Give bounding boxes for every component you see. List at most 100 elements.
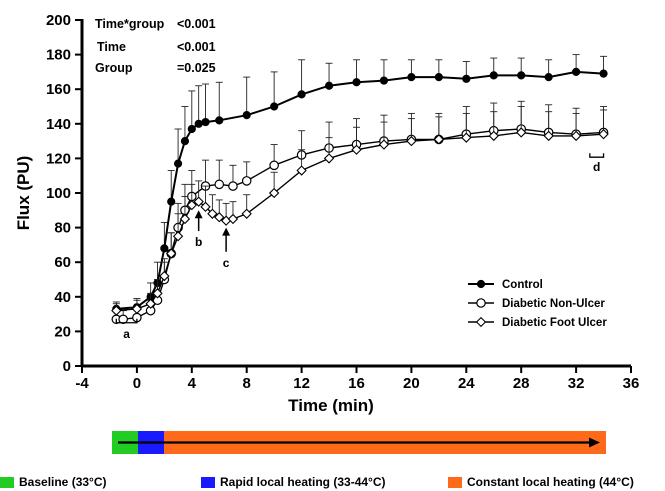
annotation-c-label: c <box>223 256 230 270</box>
protocol-arrow-head <box>589 437 600 448</box>
diabetic-foot-ulcer-point <box>516 127 527 138</box>
series-diabetic-foot-ulcer <box>111 106 609 316</box>
diabetic-foot-ulcer-point <box>111 305 122 316</box>
y-tick-label: 120 <box>46 150 71 167</box>
bracket-d <box>589 153 605 158</box>
x-tick-label: 32 <box>568 375 585 392</box>
control-point <box>215 116 224 125</box>
control-point <box>297 90 306 99</box>
x-ticks: -4 0 4 8 12 16 20 24 28 32 36 <box>75 366 639 392</box>
y-axis-title: Flux (PU) <box>14 156 33 231</box>
legend-marker-diabetic-non-ulcer <box>476 298 486 308</box>
phase-legend-constant: Constant local heating (44°C) <box>448 475 634 489</box>
diabetic-foot-ulcer-point <box>488 130 499 142</box>
diabetic-non-ulcer-point <box>269 160 279 171</box>
diabetic-foot-ulcer-point <box>166 248 177 259</box>
diabetic-foot-ulcer-point <box>152 288 163 299</box>
y-tick-label: 80 <box>54 220 71 237</box>
diabetic-foot-ulcer-point <box>543 130 554 142</box>
y-tick-label: 100 <box>46 185 71 202</box>
legend: Control Diabetic Non-Ulcer Diabetic Foot U… <box>468 279 607 329</box>
control-point <box>173 159 183 168</box>
y-tick-label: 160 <box>46 81 71 98</box>
x-tick-label: 0 <box>133 375 141 392</box>
diabetic-foot-ulcer-point <box>193 196 204 207</box>
control-point <box>462 74 471 83</box>
control-point <box>489 71 498 80</box>
control-line <box>116 70 604 310</box>
constant-heating-label: Constant local heating (44°C) <box>467 475 634 489</box>
y-tick-label: 20 <box>54 323 71 340</box>
control-point <box>194 119 203 128</box>
y-tick-label: 60 <box>54 254 71 271</box>
annotation-a-label: a <box>123 327 130 341</box>
diabetic-foot-ulcer-point <box>172 231 184 242</box>
diabetic-foot-ulcer-point <box>268 187 280 199</box>
arrow-c-head <box>222 227 231 236</box>
diabetic-foot-ulcer-point <box>570 130 582 142</box>
control-point <box>160 244 169 253</box>
control-point <box>324 81 334 90</box>
control-point <box>407 72 416 82</box>
legend-label-diabetic-non-ulcer: Diabetic Non-Ulcer <box>502 298 605 310</box>
diabetic-foot-ulcer-point <box>598 129 609 140</box>
x-axis-title: Time (min) <box>288 396 374 415</box>
stat-value-group: =0.025 <box>177 61 216 75</box>
baseline-swatch <box>0 476 14 488</box>
bracket-a <box>115 318 138 324</box>
diabetic-foot-ulcer-point <box>131 303 143 315</box>
x-tick-label: 36 <box>623 375 640 392</box>
diabetic-foot-ulcer-point <box>378 139 390 150</box>
diabetic-foot-ulcer-point <box>351 144 362 155</box>
x-tick-label: 24 <box>458 375 475 392</box>
diabetic-foot-ulcer-point <box>433 134 445 145</box>
stat-label-time: Time <box>97 40 126 54</box>
stat-label-interaction: Time*group <box>95 17 165 31</box>
x-tick-label: 12 <box>293 375 310 392</box>
stat-value-time: <0.001 <box>177 40 216 54</box>
series-control <box>112 54 608 314</box>
diabetic-foot-ulcer-point <box>296 165 307 176</box>
diabetic-foot-ulcer-point <box>461 132 472 143</box>
annotations: a b c d <box>115 153 605 341</box>
rapid-heating-label: Rapid local heating (33-44°C) <box>220 475 386 489</box>
diabetic-foot-ulcer-point <box>186 199 197 211</box>
diabetic-foot-ulcer-point <box>214 212 225 223</box>
x-tick-label: 28 <box>513 375 530 392</box>
control-point <box>187 124 196 134</box>
legend-marker-control <box>476 279 486 289</box>
control-point <box>434 72 443 82</box>
control-point <box>379 76 389 85</box>
x-tick-label: 4 <box>188 375 197 392</box>
y-tick-label: 40 <box>54 289 71 306</box>
diabetic-foot-ulcer-point <box>207 208 218 219</box>
control-point <box>167 197 176 206</box>
diabetic-foot-ulcer-point <box>145 298 156 309</box>
diabetic-foot-ulcer-point <box>200 201 211 213</box>
y-tick-label: 200 <box>46 12 71 29</box>
diabetic-foot-ulcer-point <box>179 213 191 225</box>
diabetic-non-ulcer-point <box>214 179 225 190</box>
control-point <box>599 69 608 78</box>
x-tick-label: 20 <box>403 375 420 392</box>
x-tick-label: -4 <box>75 375 89 392</box>
statistics-box: Time*group <0.001 Time <0.001 Group =0.0… <box>95 17 216 75</box>
diabetic-non-ulcer-point <box>228 181 238 191</box>
diabetic-non-ulcer-point <box>118 314 128 325</box>
baseline-label: Baseline (33°C) <box>19 475 107 489</box>
phase-legend-rapid: Rapid local heating (33-44°C) <box>201 475 386 489</box>
control-point <box>572 67 581 77</box>
arrow-b-head <box>194 210 203 219</box>
diabetic-foot-ulcer-point <box>241 208 252 219</box>
control-point <box>242 111 251 120</box>
legend-marker-diabetic-foot-ulcer <box>475 316 487 328</box>
legend-label-control: Control <box>502 279 543 291</box>
y-tick-label: 0 <box>63 358 71 375</box>
y-ticks: 0 20 40 60 80 100 120 140 160 180 200 <box>46 12 82 375</box>
x-tick-label: 8 <box>243 375 251 392</box>
diabetic-non-ulcer-point <box>241 176 252 186</box>
plot-area <box>111 54 609 325</box>
annotation-b-label: b <box>195 235 202 249</box>
rapid-heating-swatch <box>201 476 215 488</box>
